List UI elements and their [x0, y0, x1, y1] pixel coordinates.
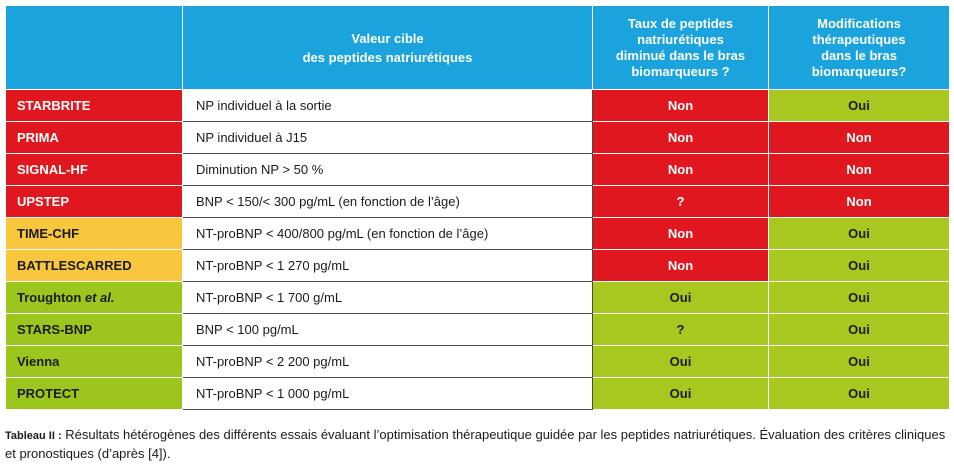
- table-row: Troughton et al. NT-proBNP < 1 700 g/mL Ou…: [5, 281, 950, 314]
- table-row: STARS-BNP BNP < 100 pg/mL? Oui: [5, 313, 950, 346]
- header-target-value: Valeur cible des peptides natriurétiques: [182, 5, 593, 90]
- trial-name-italic: et al.: [84, 290, 115, 305]
- therapeutic-change-cell: Oui: [768, 89, 950, 122]
- reduced-rate-cell: Non: [592, 153, 769, 186]
- header-reduced-line3: diminué dans le bras: [615, 47, 746, 63]
- target-value-cell: BNP < 100 pg/mL: [182, 313, 593, 346]
- trial-name-cell: PRIMA: [5, 121, 183, 154]
- results-table: Valeur cible des peptides natriurétiques…: [5, 5, 950, 410]
- trial-name-cell: STARBRITE: [5, 89, 183, 122]
- therapeutic-change-cell: Oui: [768, 377, 950, 410]
- target-value-cell: BNP < 150/< 300 pg/mL (en fonction de l’…: [182, 185, 593, 218]
- trial-name: SIGNAL-HF: [17, 162, 88, 177]
- caption-text: Résultats hétérogènes des différents ess…: [5, 427, 946, 461]
- header-changes-line4: biomarqueurs?: [811, 63, 907, 79]
- reduced-rate-cell: Oui: [592, 377, 769, 410]
- header-changes-line1: Modifications: [817, 15, 901, 31]
- caption-label: Tableau II :: [5, 430, 62, 442]
- header-target-line1: Valeur cible: [351, 30, 424, 46]
- header-reduced-line1: Taux de peptides: [627, 15, 734, 31]
- trial-name-cell: PROTECT: [5, 377, 183, 410]
- reduced-rate-cell: Oui: [592, 281, 769, 314]
- table-row: BATTLESCARRED NT-proBNP < 1 270 pg/mL Non O…: [5, 249, 950, 282]
- reduced-rate-cell: Oui: [592, 345, 769, 378]
- trial-name-cell: TIME-CHF: [5, 217, 183, 250]
- trial-name-cell: Vienna: [5, 345, 183, 378]
- trial-name: TIME-CHF: [17, 226, 80, 241]
- therapeutic-change-cell: Oui: [768, 313, 950, 346]
- trial-name: PRIMA: [17, 130, 59, 145]
- trial-name-cell: STARS-BNP: [5, 313, 183, 346]
- therapeutic-change-cell: Oui: [768, 345, 950, 378]
- therapeutic-change-cell: Non: [768, 153, 950, 186]
- reduced-rate-cell: Non: [592, 217, 769, 250]
- header-changes-line3: dans le bras: [821, 47, 897, 63]
- trial-name: PROTECT: [17, 386, 80, 401]
- header-target-line2: des peptides natriurétiques: [302, 49, 473, 65]
- table-row: PRIMA NP individuel à J15 Non Non: [5, 121, 950, 154]
- therapeutic-change-cell: Oui: [768, 217, 950, 250]
- trial-name-cell: SIGNAL-HF: [5, 153, 183, 186]
- trial-name: Vienna: [17, 354, 60, 369]
- header-reduced-line4: biomarqueurs ?: [631, 63, 730, 79]
- reduced-rate-cell: ?: [592, 313, 769, 346]
- trial-name-cell: Troughton et al.: [5, 281, 183, 314]
- trial-name: STARBRITE: [17, 98, 91, 113]
- header-trial-name: [5, 5, 183, 90]
- reduced-rate-cell: Non: [592, 249, 769, 282]
- target-value-cell: Diminution NP > 50 %: [182, 153, 593, 186]
- target-value-cell: NT-proBNP < 1 700 g/mL: [182, 281, 593, 314]
- target-value-cell: NT-proBNP < 1 270 pg/mL: [182, 249, 593, 282]
- header-reduced-line2: natriurétiques: [637, 31, 724, 47]
- target-value-cell: NT-proBNP < 1 000 pg/mL: [182, 377, 593, 410]
- reduced-rate-cell: Non: [592, 121, 769, 154]
- target-value-cell: NT-proBNP < 2 200 pg/mL: [182, 345, 593, 378]
- reduced-rate-cell: ?: [592, 185, 769, 218]
- therapeutic-change-cell: Non: [768, 121, 950, 154]
- target-value-cell: NT-proBNP < 400/800 pg/mL (en fonction d…: [182, 217, 593, 250]
- target-value-cell: NP individuel à la sortie: [182, 89, 593, 122]
- table-row: TIME-CHF NT-proBNP < 400/800 pg/mL (en fo…: [5, 217, 950, 250]
- header-changes-line2: thérapeutiques: [812, 31, 906, 47]
- table-row: SIGNAL-HF Diminution NP > 50 % Non Non: [5, 153, 950, 186]
- therapeutic-change-cell: Non: [768, 185, 950, 218]
- trial-name: STARS-BNP: [17, 322, 92, 337]
- header-therapeutic-changes: Modifications thérapeutiques dans le bra…: [768, 5, 950, 90]
- table-caption: Tableau II : Résultats hétérogènes des d…: [5, 426, 949, 462]
- table-row: UPSTEP BNP < 150/< 300 pg/mL (en fonction…: [5, 185, 950, 218]
- table-header-row: Valeur cible des peptides natriurétiques…: [5, 5, 950, 90]
- trial-name: BATTLESCARRED: [17, 258, 132, 273]
- table-row: STARBRITE NP individuel à la sortie Non Oui: [5, 89, 950, 122]
- trial-name-cell: BATTLESCARRED: [5, 249, 183, 282]
- table-row: Vienna NT-proBNP < 2 200 pg/mL Oui Oui: [5, 345, 950, 378]
- therapeutic-change-cell: Oui: [768, 249, 950, 282]
- trial-name-cell: UPSTEP: [5, 185, 183, 218]
- header-reduced-rate: Taux de peptides natriurétiques diminué …: [592, 5, 769, 90]
- table-row: PROTECT NT-proBNP < 1 000 pg/mL Oui Oui: [5, 377, 950, 410]
- target-value-cell: NP individuel à J15: [182, 121, 593, 154]
- trial-name: Troughton: [17, 290, 85, 305]
- trial-name: UPSTEP: [17, 194, 70, 209]
- therapeutic-change-cell: Oui: [768, 281, 950, 314]
- reduced-rate-cell: Non: [592, 89, 769, 122]
